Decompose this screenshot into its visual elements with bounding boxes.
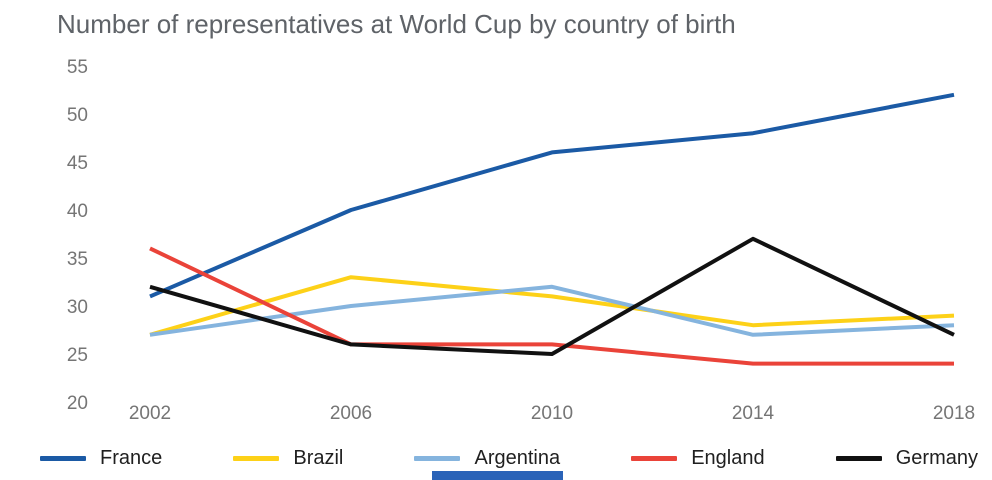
line-series-england [149,246,954,366]
line-series-germany [149,236,955,356]
legend-label-england: England [691,447,765,469]
line-series-brazil [149,275,955,337]
line-series-france [149,92,955,299]
y-axis-tick-label: 20 [67,393,88,414]
y-axis-tick-label: 30 [67,297,88,318]
x-axis-tick-label: 2018 [933,403,975,424]
y-axis-tick-label: 55 [67,57,88,78]
legend-swatch-brazil [233,455,280,461]
legend-item-france: France [40,448,162,468]
legend-label-germany: Germany [895,447,978,469]
chart-title: Number of representatives at World Cup b… [57,9,736,39]
legend-swatch-argentina [414,455,461,461]
y-axis-tick-label: 25 [67,345,88,366]
x-axis-tick-label: 2010 [531,403,573,424]
horizontal-scrollbar-thumb[interactable] [432,471,563,480]
x-axis-tick-label: 2006 [330,403,372,424]
y-axis-tick-label: 35 [67,249,88,270]
y-axis-tick-label: 40 [67,201,88,222]
line-series-argentina [149,284,955,337]
legend-swatch-germany [835,455,882,461]
y-axis-tick-label: 45 [67,153,88,174]
x-axis-tick-label: 2002 [129,403,171,424]
x-axis-tick-label: 2014 [732,403,775,424]
legend-item-brazil: Brazil [233,448,343,468]
legend-item-argentina: Argentina [414,448,560,468]
legend-swatch-france [40,455,86,461]
chart-legend: France Brazil Argentina England Germany [40,448,978,468]
legend-label-argentina: Argentina [474,447,561,469]
y-axis-tick-label: 50 [67,105,88,126]
chart-svg: 55 50 45 40 35 30 25 20 2002 2006 2010 2014 2018 [67,57,975,424]
legend-item-germany: Germany [835,447,978,469]
legend-label-france: France [100,447,163,469]
legend-item-england: England [631,447,765,469]
legend-label-brazil: Brazil [293,447,344,469]
legend-swatch-england [631,455,678,461]
